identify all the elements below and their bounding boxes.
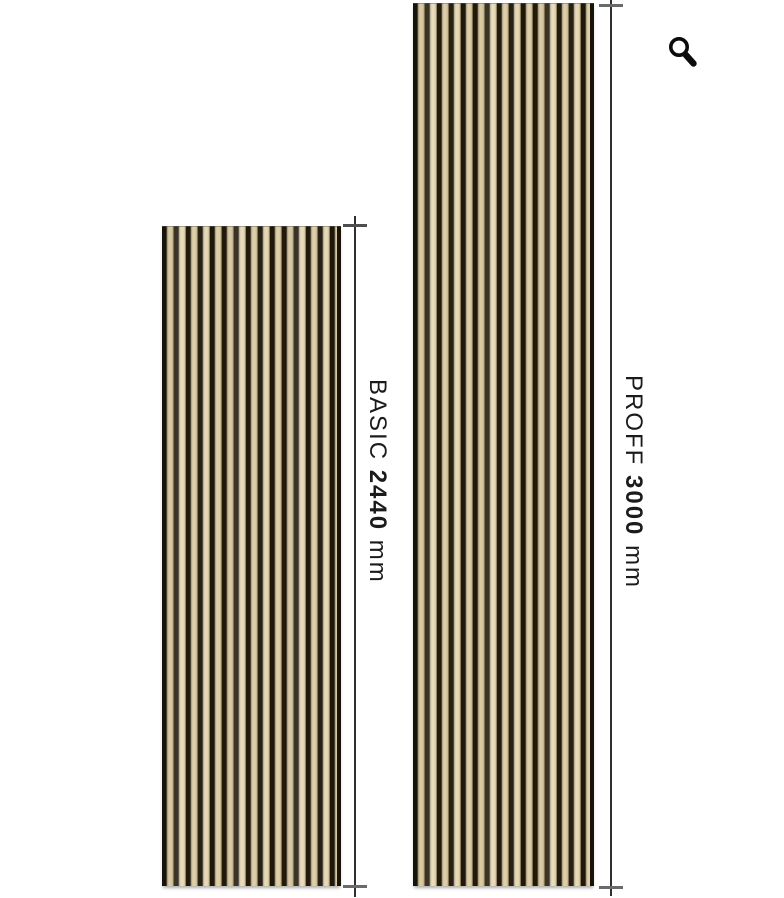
panel-unit: mm: [364, 539, 391, 584]
dimension-tick-top: [599, 4, 623, 7]
panel-image-proff: [413, 3, 594, 886]
dimension-tick-bottom: [343, 885, 367, 888]
panel-size: 3000: [620, 475, 647, 537]
zoom-button[interactable]: [663, 33, 701, 71]
dimension-label-basic: BASIC 2440 mm: [362, 379, 392, 584]
dimension-tick-bottom: [599, 886, 623, 889]
panel-image-basic: [162, 226, 341, 886]
dimension-line-basic: [343, 216, 367, 897]
dimension-label-proff: PROFF 3000 mm: [618, 375, 648, 589]
panel-name: PROFF: [620, 375, 647, 467]
dimension-line-proff: [599, 0, 623, 896]
panel-unit: mm: [620, 545, 647, 590]
magnifier-icon: [663, 37, 701, 74]
panel-size: 2440: [364, 469, 391, 532]
panel-name: BASIC: [364, 379, 391, 462]
dimension-tick-top: [343, 224, 367, 227]
